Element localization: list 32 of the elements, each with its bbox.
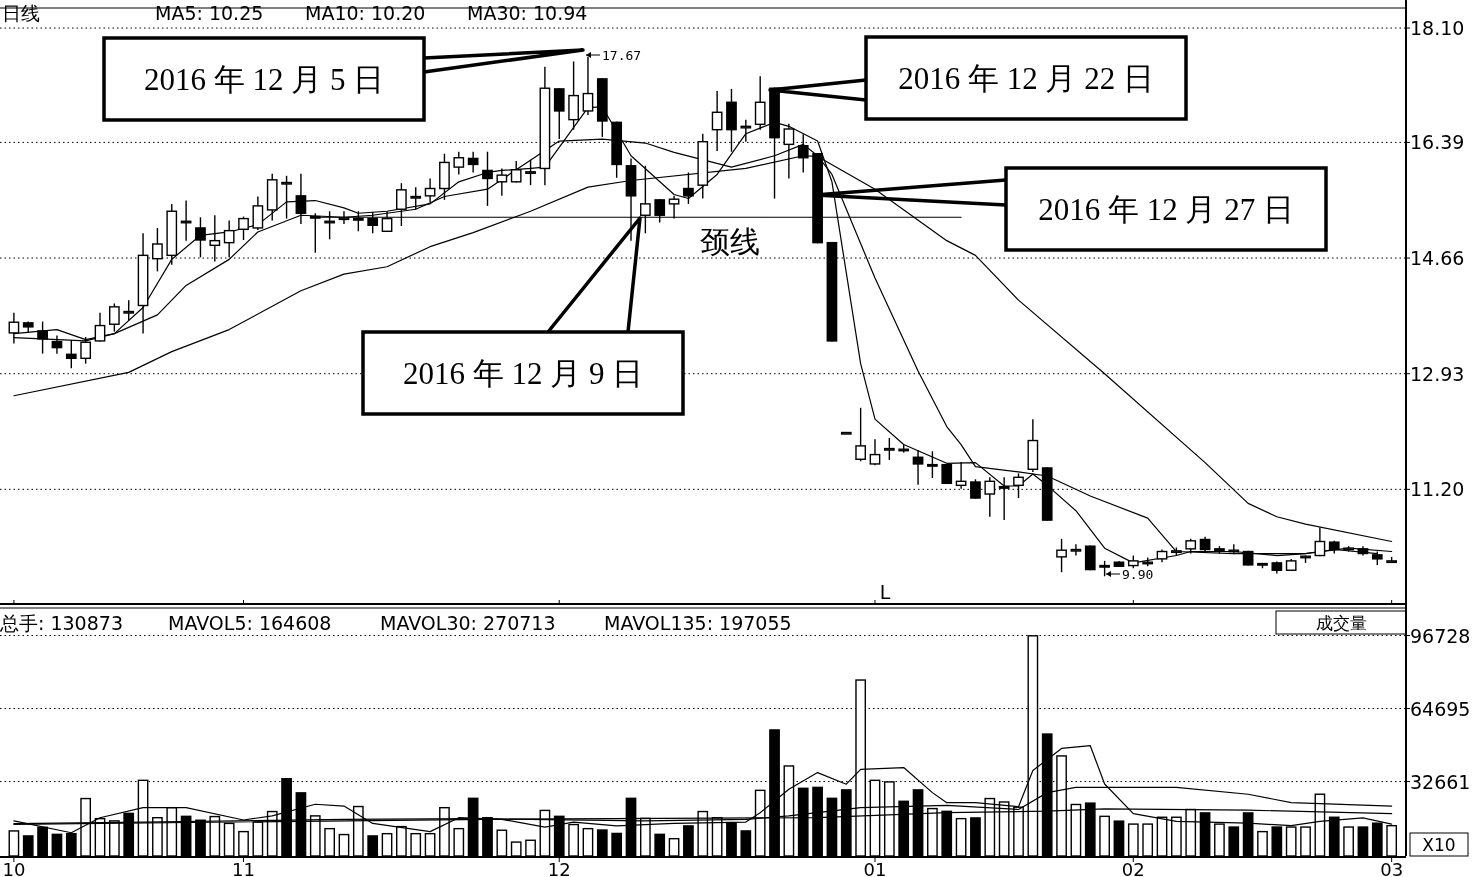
y-tick-label: 14.66 <box>1410 247 1465 270</box>
x-tick-label: 12 <box>547 859 571 877</box>
x-tick-label: 01 <box>863 859 887 877</box>
annotation: 颈线 <box>700 225 760 258</box>
y-tick-label: 16.39 <box>1410 131 1465 154</box>
x-tick-label: 11 <box>232 859 255 877</box>
annotation: 成交量 <box>1315 612 1367 633</box>
x-tick-label: 10 <box>2 859 26 877</box>
annotation: 日线 <box>2 2 40 24</box>
y-tick-label: 64695 <box>1410 697 1471 720</box>
annotation: MA10: 10.20 <box>305 2 426 24</box>
annotation: L <box>879 581 891 603</box>
y-tick-label: 32661 <box>1410 770 1471 793</box>
annotation: MA30: 10.94 <box>467 2 588 24</box>
annotation: MAVOL5: 164608 <box>168 612 332 634</box>
annotation: 2016 年 12 月 27 日 <box>1038 192 1294 227</box>
y-tick-label: 12.93 <box>1410 362 1465 385</box>
x-tick-label: 03 <box>1380 859 1404 877</box>
annotation: 总手: 130873 <box>0 612 123 634</box>
annotation: 17.67 <box>602 48 642 63</box>
text: X10 <box>1422 834 1456 855</box>
annotation: 2016 年 12 月 9 日 <box>402 356 644 391</box>
annotation: MA5: 10.25 <box>155 2 264 24</box>
annotation: 2016 年 12 月 22 日 <box>898 61 1154 96</box>
y-tick-label: 11.20 <box>1410 478 1465 501</box>
annotation: 9.90 <box>1122 567 1154 582</box>
annotation: MAVOL135: 197055 <box>604 612 792 634</box>
annotation: MAVOL30: 270713 <box>380 612 556 634</box>
y-tick-label: 96728 <box>1410 624 1471 647</box>
annotation: 2016 年 12 月 5 日 <box>143 62 385 97</box>
x-tick-label: 02 <box>1121 859 1145 877</box>
y-tick-label: 18.10 <box>1410 17 1465 40</box>
